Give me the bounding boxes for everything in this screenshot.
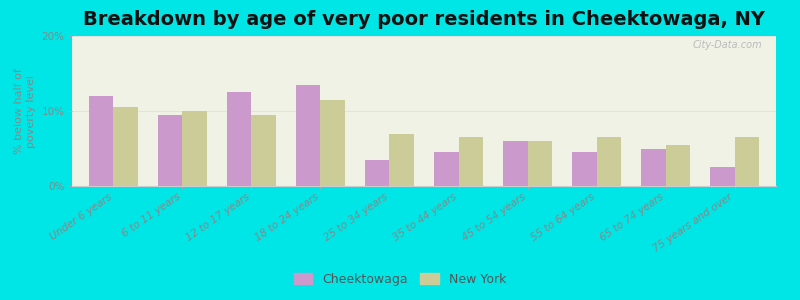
Bar bbox=[527, 141, 552, 186]
Bar bbox=[597, 137, 621, 186]
Text: City-Data.com: City-Data.com bbox=[692, 40, 762, 50]
Bar bbox=[182, 111, 206, 186]
Bar bbox=[90, 96, 114, 186]
Bar bbox=[158, 115, 182, 186]
Bar bbox=[458, 137, 482, 186]
Bar bbox=[114, 107, 138, 186]
Bar bbox=[710, 167, 734, 186]
Bar bbox=[296, 85, 321, 186]
Bar bbox=[642, 148, 666, 186]
Bar bbox=[434, 152, 458, 186]
Bar bbox=[572, 152, 597, 186]
Legend: Cheektowaga, New York: Cheektowaga, New York bbox=[289, 268, 511, 291]
Bar bbox=[734, 137, 758, 186]
Bar bbox=[390, 134, 414, 186]
Bar bbox=[503, 141, 527, 186]
Bar bbox=[251, 115, 276, 186]
Bar bbox=[366, 160, 390, 186]
Bar bbox=[666, 145, 690, 186]
Y-axis label: % below half of
poverty level: % below half of poverty level bbox=[14, 68, 36, 154]
Title: Breakdown by age of very poor residents in Cheektowaga, NY: Breakdown by age of very poor residents … bbox=[83, 10, 765, 29]
Bar bbox=[227, 92, 251, 186]
Bar bbox=[321, 100, 345, 186]
